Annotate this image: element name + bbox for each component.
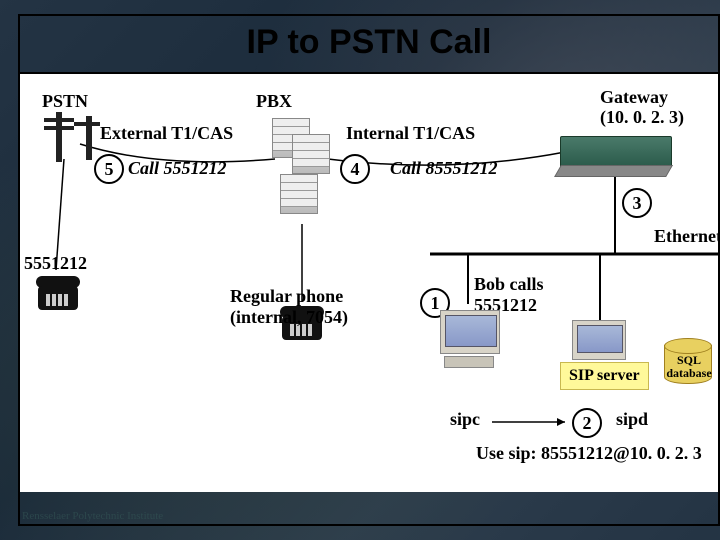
pstn-label: PSTN xyxy=(42,92,88,112)
step-2-number: 2 xyxy=(583,413,592,434)
external-t1-label: External T1/CAS xyxy=(100,124,233,144)
diagram-area: PSTN PBX Gateway (10. 0. 2. 3) External … xyxy=(20,72,718,492)
call-right-label: Call 85551212 xyxy=(390,158,498,179)
regular-phone-label: Regular phone (internal, 7054) xyxy=(230,286,348,327)
gateway-ip: (10. 0. 2. 3) xyxy=(600,107,684,127)
internal-t1-label: Internal T1/CAS xyxy=(346,124,475,144)
gateway-label: Gateway (10. 0. 2. 3) xyxy=(600,88,684,128)
sipd-label: sipd xyxy=(616,410,648,430)
sql-db-label: SQL database xyxy=(664,354,714,380)
external-phone-number: 5551212 xyxy=(24,254,87,274)
regular-phone-l2: (internal, 7054) xyxy=(230,307,348,327)
sipc-label: sipc xyxy=(450,410,480,430)
title-bar: IP to PSTN Call xyxy=(18,14,720,70)
step-4-number: 4 xyxy=(351,159,360,180)
step-4-circle: 4 xyxy=(340,154,370,184)
external-phone-icon xyxy=(36,270,80,310)
step-2-circle: 2 xyxy=(572,408,602,438)
bob-l1: Bob calls xyxy=(474,274,544,294)
sipc-computer-icon xyxy=(440,310,500,368)
footer-institution: Rensselaer Polytechnic Institute xyxy=(22,510,163,522)
use-sip-label: Use sip: 85551212@10. 0. 2. 3 xyxy=(476,444,702,464)
gateway-icon xyxy=(560,136,672,168)
step-3-circle: 3 xyxy=(622,188,652,218)
sip-server-computer-icon xyxy=(572,320,626,360)
step-1-number: 1 xyxy=(431,293,440,314)
sql-l1: SQL xyxy=(677,353,701,367)
regular-phone-l1: Regular phone xyxy=(230,286,343,306)
sip-server-box: SIP server xyxy=(560,362,649,390)
sql-l2: database xyxy=(666,366,711,380)
slide-title: IP to PSTN Call xyxy=(247,23,492,62)
ethernet-label: Ethernet xyxy=(654,226,720,247)
step-5-number: 5 xyxy=(105,159,114,180)
gateway-name: Gateway xyxy=(600,87,668,107)
pbx-label: PBX xyxy=(256,92,292,112)
step-5-circle: 5 xyxy=(94,154,124,184)
step-3-number: 3 xyxy=(633,193,642,214)
call-left-label: Call 5551212 xyxy=(128,158,227,179)
